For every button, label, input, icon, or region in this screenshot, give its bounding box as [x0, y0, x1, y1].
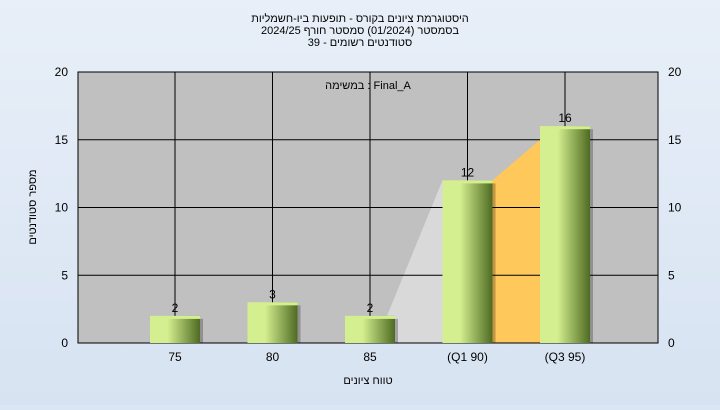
x-tick-label-3: (Q1 90)	[447, 350, 488, 364]
y-tick-left-1: 5	[61, 268, 68, 282]
y-tick-right-0: 0	[668, 336, 675, 350]
quartile-band-gray	[387, 180, 443, 343]
y-tick-labels-left: 0 5 10 15 20	[55, 65, 69, 350]
x-tick-labels: 75 80 85 (Q1 90) (Q3 95)	[168, 350, 585, 364]
bar-value-label-1: 3	[269, 287, 276, 301]
x-tick-label-4: (Q3 95)	[545, 350, 586, 364]
y-tick-left-3: 15	[55, 133, 69, 147]
title-line-1: היסטוגרמת ציונים בקורס - תופעות ביו-חשמל…	[251, 12, 469, 25]
y-tick-right-2: 10	[668, 201, 682, 215]
bar-top-1	[247, 302, 298, 306]
x-axis-label: טווח ציונים	[343, 375, 392, 387]
bar-top-3	[442, 180, 493, 184]
y-tick-left-2: 10	[55, 201, 69, 215]
y-axis-label: מספר סטודנטים	[27, 169, 39, 244]
bar-2	[345, 315, 395, 343]
bar-value-label-4: 16	[558, 111, 572, 125]
y-tick-labels-right: 0 5 10 15 20	[668, 65, 682, 350]
quartile-band-orange	[492, 139, 540, 343]
bar-3	[442, 180, 493, 343]
y-tick-right-3: 15	[668, 133, 682, 147]
bar-top-2	[345, 315, 395, 319]
bars: 2 3 2 12 16	[150, 111, 593, 343]
title-line-2: בסמסטר (01/2024) סמסטר חורף 2024/25	[261, 25, 459, 37]
bar-value-label-0: 2	[172, 301, 179, 315]
bar-top-0	[150, 315, 200, 319]
bar-top-4	[540, 126, 590, 130]
bar-value-label-2: 2	[367, 301, 374, 315]
y-tick-left-0: 0	[61, 336, 68, 350]
bar-1	[247, 302, 298, 343]
bar-value-label-3: 12	[461, 165, 475, 179]
bar-4	[540, 126, 590, 343]
x-tick-label-0: 75	[168, 350, 182, 364]
y-tick-right-4: 20	[668, 65, 682, 79]
title-line-3: סטודנטים רשומים - 39	[308, 37, 412, 49]
x-tick-label-1: 80	[266, 350, 280, 364]
plot-annotation: במשימה : Final_A	[325, 80, 411, 92]
y-tick-right-1: 5	[668, 268, 675, 282]
bar-0	[150, 315, 200, 343]
y-tick-left-4: 20	[55, 65, 69, 79]
x-tick-label-2: 85	[363, 350, 377, 364]
chart-title: היסטוגרמת ציונים בקורס - תופעות ביו-חשמל…	[251, 12, 469, 49]
